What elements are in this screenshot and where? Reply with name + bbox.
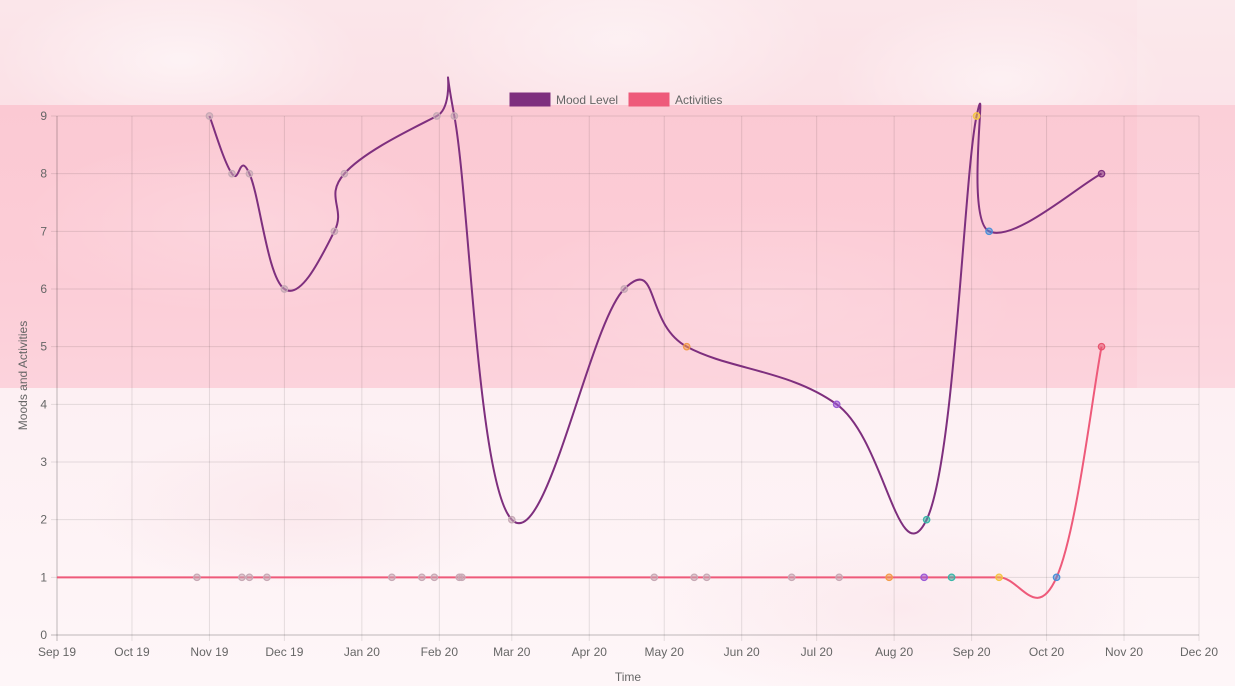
data-point <box>1052 573 1061 582</box>
data-point <box>245 169 254 178</box>
y-tick-label: 1 <box>40 570 47 584</box>
background-lower <box>0 388 1235 686</box>
x-tick-label: Nov 20 <box>1105 645 1143 659</box>
data-point <box>947 573 956 582</box>
y-tick-label: 6 <box>40 282 47 296</box>
data-point <box>432 112 441 120</box>
x-tick-label: Nov 19 <box>190 645 228 659</box>
x-tick-label: Jan 20 <box>344 645 380 659</box>
x-tick-label: Apr 20 <box>572 645 608 659</box>
x-tick-label: Oct 19 <box>114 645 150 659</box>
data-point <box>205 112 214 120</box>
y-tick-label: 8 <box>40 167 47 181</box>
background-right-strip <box>1137 0 1235 388</box>
legend-label: Mood Level <box>556 93 618 107</box>
data-point <box>340 169 349 178</box>
data-point <box>193 573 201 582</box>
data-point <box>417 573 426 582</box>
legend-item: Mood Level <box>509 92 618 107</box>
x-tick-label: Dec 20 <box>1180 645 1218 659</box>
y-tick-label: 0 <box>40 628 47 642</box>
data-point <box>238 573 246 582</box>
series-mood-level <box>205 76 1106 535</box>
chart-grid <box>51 115 1200 641</box>
y-tick-label: 7 <box>40 224 47 238</box>
chart-legend: Mood Level Activities <box>509 92 722 107</box>
chart-ticks: 0 1 2 3 4 5 6 7 8 9 Sep 19 Oct 19 Nov 19 Dec 19 Jan 20… <box>38 109 1218 659</box>
data-point <box>972 112 981 120</box>
legend-label: Activities <box>675 93 722 107</box>
y-tick-label: 5 <box>40 340 47 354</box>
x-tick-label: Aug 20 <box>875 645 913 659</box>
y-axis-title: Moods and Activities <box>16 321 30 430</box>
legend-swatch <box>509 92 551 107</box>
data-point <box>280 285 289 293</box>
data-point <box>985 227 993 236</box>
series-line <box>208 76 1102 535</box>
data-point <box>787 573 796 582</box>
data-point <box>920 573 928 582</box>
x-tick-label: Sep 20 <box>953 645 991 659</box>
data-point <box>620 285 629 293</box>
background-band <box>0 105 1235 388</box>
x-tick-label: Oct 20 <box>1029 645 1065 659</box>
y-tick-label: 3 <box>40 455 47 469</box>
x-axis-title: Time <box>615 670 642 684</box>
chart-series <box>57 76 1106 599</box>
data-point <box>457 573 466 582</box>
x-tick-label: May 20 <box>645 645 685 659</box>
data-point <box>507 515 516 524</box>
data-point <box>1097 342 1106 351</box>
data-point <box>650 573 659 582</box>
data-point <box>430 573 439 582</box>
series-line <box>57 346 1103 599</box>
x-tick-label: Mar 20 <box>493 645 531 659</box>
data-point <box>702 573 711 582</box>
legend-swatch <box>628 92 670 107</box>
data-point <box>330 227 339 236</box>
data-point <box>682 342 691 351</box>
data-point <box>690 573 699 582</box>
data-point <box>228 169 236 178</box>
x-tick-label: Jul 20 <box>801 645 833 659</box>
data-point <box>832 400 841 409</box>
data-point <box>885 573 893 582</box>
data-point <box>922 515 931 524</box>
data-point <box>263 573 271 582</box>
x-tick-label: Jun 20 <box>724 645 760 659</box>
x-tick-label: Dec 19 <box>265 645 303 659</box>
y-tick-label: 2 <box>40 513 47 527</box>
data-point <box>835 573 844 582</box>
data-point <box>245 573 254 582</box>
data-point <box>450 112 459 120</box>
data-point <box>388 573 396 582</box>
y-tick-label: 4 <box>40 397 47 411</box>
data-point <box>995 573 1003 582</box>
legend-item: Activities <box>628 92 722 107</box>
data-point <box>1097 169 1106 178</box>
x-tick-label: Sep 19 <box>38 645 76 659</box>
x-tick-label: Feb 20 <box>421 645 459 659</box>
series-activities <box>57 342 1106 599</box>
y-tick-label: 9 <box>40 109 47 123</box>
